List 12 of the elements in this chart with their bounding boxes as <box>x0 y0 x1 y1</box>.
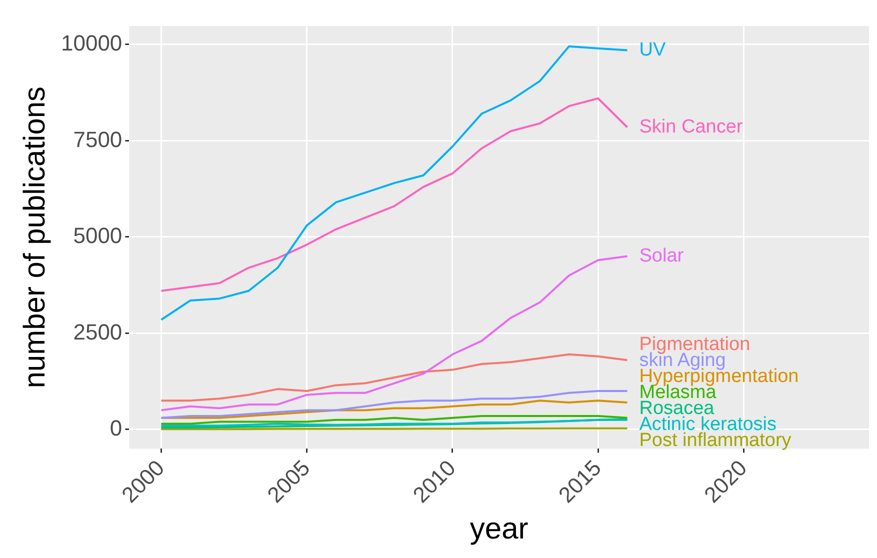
series-label: Post inflammatory <box>639 430 792 451</box>
series-label: Solar <box>639 245 684 266</box>
y-tick-label: 7500 <box>73 126 122 152</box>
series-label: UV <box>639 39 666 60</box>
y-tick-label: 5000 <box>73 223 122 248</box>
y-tick-label: 2500 <box>73 319 122 344</box>
y-axis-title: number of publications <box>18 86 52 388</box>
x-axis-title: year <box>470 512 528 546</box>
y-tick-label: 0 <box>110 416 122 441</box>
series-label: Skin Cancer <box>639 116 744 138</box>
y-tick-label: 10000 <box>60 30 122 56</box>
series-label: Pigmentation <box>639 334 750 355</box>
